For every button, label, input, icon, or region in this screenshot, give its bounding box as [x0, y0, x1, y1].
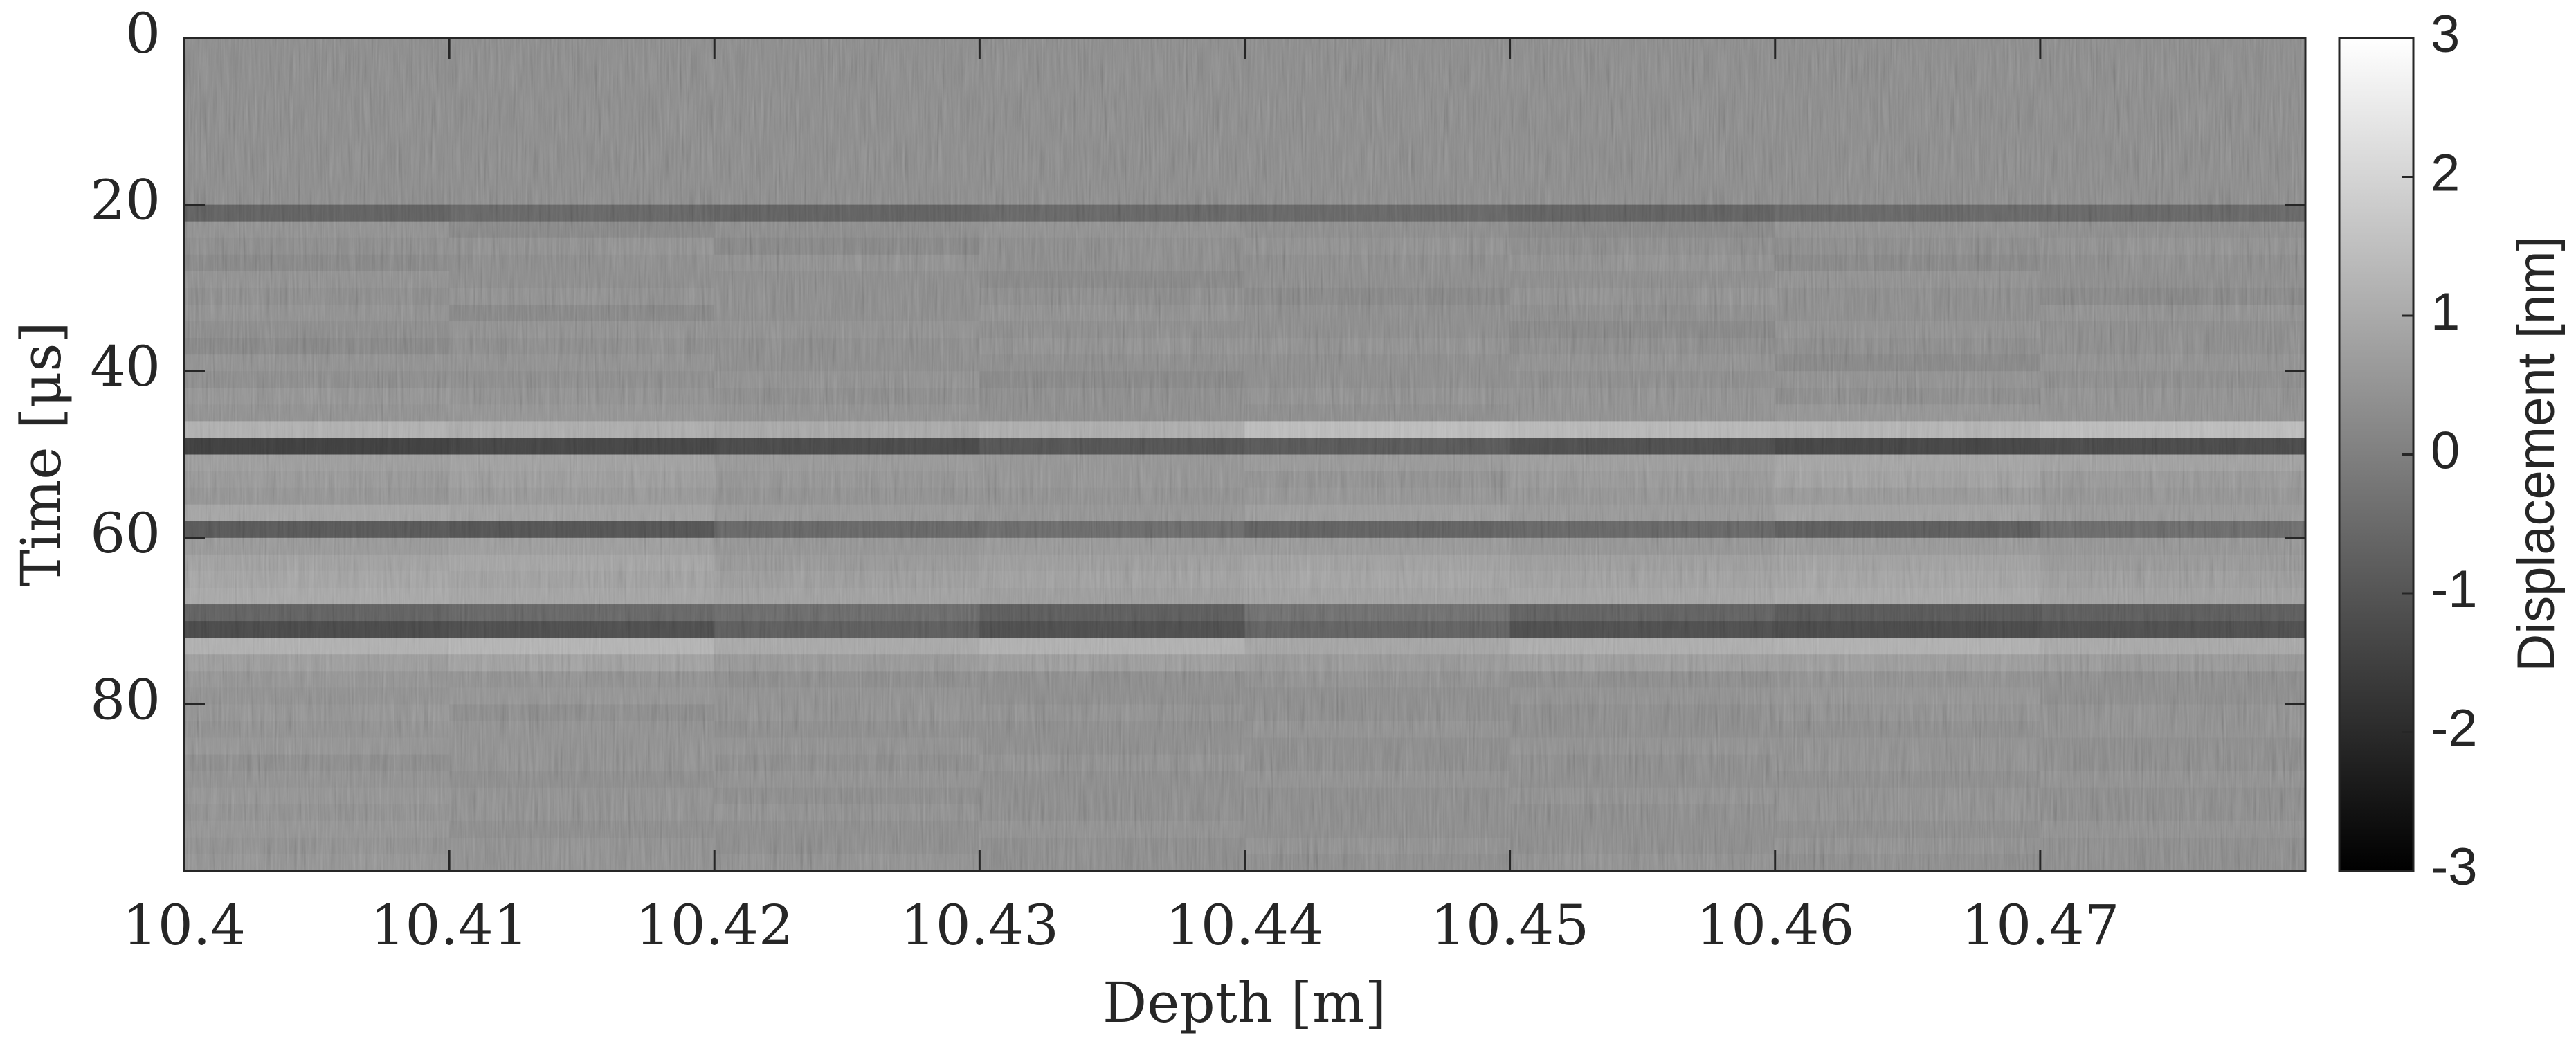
x-tick-label: 10.47: [1961, 893, 2119, 957]
x-tick-label: 10.41: [370, 893, 529, 957]
x-tick-label: 10.45: [1431, 893, 1589, 957]
x-tick-label: 10.44: [1165, 893, 1324, 957]
colorbar-tick-label: 1: [2431, 282, 2460, 341]
colorbar-tick-label: 3: [2431, 5, 2460, 64]
colorbar-label: Displacement [nm]: [2507, 236, 2566, 672]
texture: [184, 38, 2305, 871]
colorbar-tick-label: 0: [2431, 422, 2460, 480]
x-tick-label: 10.46: [1696, 893, 1854, 957]
colorbar: [2338, 37, 2415, 872]
y-axis-label: Time [μs]: [9, 321, 73, 586]
colorbar-tick-label: -3: [2431, 838, 2478, 897]
y-tick-label: 80: [90, 667, 161, 732]
y-tick-label: 20: [90, 168, 161, 233]
x-tick-label: 10.43: [900, 893, 1059, 957]
colorbar-tick-label: -1: [2431, 560, 2478, 619]
y-tick-label: 0: [125, 1, 161, 66]
colorbar-tick-label: -2: [2431, 699, 2478, 758]
colorbar-tick-label: 2: [2431, 144, 2460, 203]
y-tick-label: 40: [90, 334, 161, 399]
y-tick-label: 60: [90, 501, 161, 566]
x-axis-label: Depth [m]: [1103, 971, 1386, 1035]
x-tick-label: 10.4: [123, 893, 246, 957]
x-tick-label: 10.42: [635, 893, 794, 957]
